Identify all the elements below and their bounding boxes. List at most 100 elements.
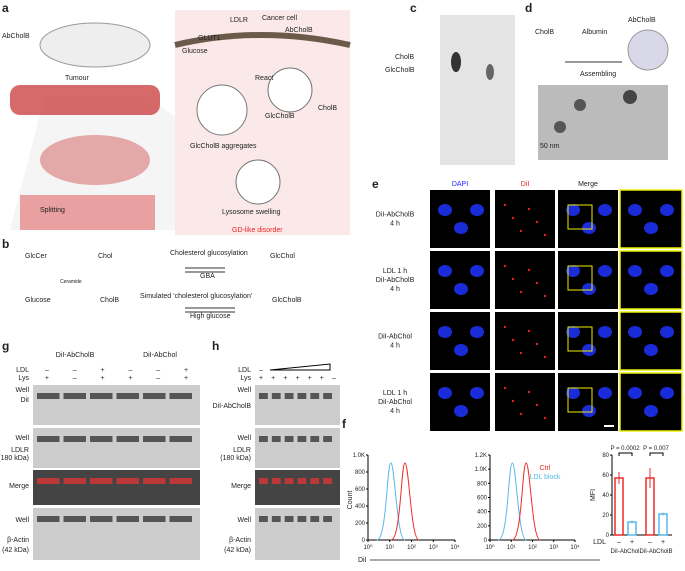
histogram-curve: [376, 462, 406, 541]
row-label: Lys: [18, 375, 29, 382]
x-tick-label: 10¹: [507, 545, 516, 551]
signal: [519, 290, 523, 294]
band: [271, 516, 281, 522]
p-value: P = 0.0002: [610, 446, 640, 452]
sign: +: [101, 367, 105, 374]
nucleus: [628, 387, 642, 399]
row-label: DiI-AbChol: [378, 399, 412, 406]
blot-label: DiI-AbCholB: [212, 403, 251, 410]
zoom-box: [567, 387, 593, 413]
sign: –: [617, 539, 621, 546]
signal: [503, 264, 507, 268]
blot-label: β-Actin: [229, 537, 251, 544]
band: [284, 478, 294, 484]
micrograph: [558, 251, 618, 309]
micrograph: [430, 251, 490, 309]
label: Simulated ‘cholesterol glucosylation’: [140, 293, 253, 300]
label: AbCholB: [285, 27, 313, 34]
blot-label: DiI: [20, 397, 29, 404]
y-tick-label: 80: [602, 453, 609, 459]
band: [297, 436, 307, 442]
label: GlcChol: [270, 253, 295, 260]
arrows: [185, 267, 225, 273]
nucleus: [598, 265, 612, 277]
micrograph: [619, 189, 683, 249]
zoom-box: [567, 326, 593, 352]
band: [143, 436, 166, 442]
y-tick-label: 1.0K: [353, 453, 365, 459]
nucleus: [628, 204, 642, 216]
nucleus: [438, 387, 452, 399]
y-tick-label: 60: [602, 473, 609, 479]
label: CholB: [318, 105, 337, 112]
zoom-box: [567, 265, 593, 291]
label: Glucose: [182, 48, 208, 55]
zoom-box: [567, 204, 593, 230]
x-tick-label: 10³: [549, 545, 558, 551]
blot: [33, 428, 200, 468]
group-label: DiI-AbChol: [610, 549, 639, 555]
band: [90, 393, 113, 399]
label: AbCholB: [2, 33, 30, 40]
label: CholB: [100, 297, 119, 304]
band: [143, 516, 166, 522]
micrograph: [619, 372, 683, 432]
micrograph: [430, 190, 490, 248]
label: GBA: [200, 273, 215, 280]
nucleus: [470, 326, 484, 338]
band: [323, 393, 332, 399]
group-label: DiI-AbCholB: [639, 549, 672, 555]
signal: [503, 386, 507, 390]
nucleus: [566, 204, 580, 216]
spot: [451, 52, 461, 72]
label: GlcCholB: [385, 67, 415, 74]
blot: [255, 470, 340, 505]
nucleus: [582, 222, 596, 234]
nucleus: [454, 405, 468, 417]
panel-a: a AbCholB LDLR Cancer cell GLUT1 AbCholB…: [2, 1, 351, 235]
micrograph: [558, 373, 618, 431]
blot-label: Well: [238, 517, 252, 524]
panel-label: b: [2, 237, 9, 251]
band: [143, 478, 166, 484]
band: [90, 516, 113, 522]
sign: +: [630, 539, 634, 546]
band: [297, 516, 307, 522]
panel-label: h: [212, 339, 219, 353]
row-label: 4 h: [390, 343, 400, 350]
nucleus: [454, 222, 468, 234]
band: [271, 436, 281, 442]
label: GlcCholB: [272, 297, 302, 304]
arrows: [185, 307, 235, 313]
signal: [519, 229, 523, 233]
sign: +: [184, 367, 188, 374]
band: [37, 478, 60, 484]
band: [63, 478, 86, 484]
band: [37, 516, 60, 522]
y-tick-label: 800: [355, 470, 366, 476]
column-label: DiI: [521, 181, 530, 188]
blot-label: Well: [16, 435, 30, 442]
blot-label: Merge: [9, 483, 29, 490]
x-tick-label: 10³: [429, 545, 438, 551]
label: CholB: [535, 29, 554, 36]
x-tick-label: 10⁴: [570, 544, 580, 551]
row-label: DiI-AbCholB: [376, 212, 415, 219]
micrograph: [430, 373, 490, 431]
nucleus: [644, 222, 658, 234]
panel-label: g: [2, 339, 9, 353]
band: [169, 393, 192, 399]
particle: [554, 121, 566, 133]
y-tick-label: 20: [602, 513, 609, 519]
y-tick-label: 400: [477, 510, 488, 516]
blot: [255, 385, 340, 425]
y-axis-label: MFI: [590, 489, 597, 501]
sign: +: [128, 375, 132, 382]
label: Glucose: [25, 297, 51, 304]
x-axis-label: DiI: [358, 557, 367, 564]
micrograph: [558, 312, 618, 370]
row-label: LDL 1 h: [383, 390, 407, 397]
band: [116, 516, 139, 522]
nucleus: [644, 344, 658, 356]
nucleus: [582, 283, 596, 295]
